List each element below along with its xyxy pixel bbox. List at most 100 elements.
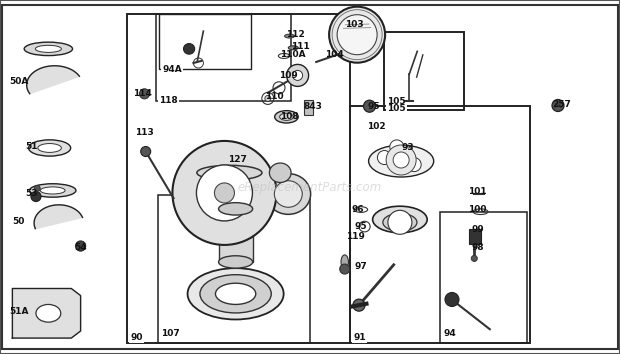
Text: 101: 101 (468, 187, 487, 196)
Text: 110A: 110A (280, 50, 306, 59)
Circle shape (353, 299, 365, 311)
Text: 102: 102 (367, 122, 386, 131)
Text: 257: 257 (552, 100, 570, 109)
Ellipse shape (269, 163, 291, 183)
Bar (159, 14, 251, 69)
Circle shape (552, 99, 564, 112)
Circle shape (471, 256, 477, 261)
Text: 96: 96 (352, 205, 364, 215)
Ellipse shape (38, 143, 61, 152)
Bar (219, 209, 253, 262)
Ellipse shape (30, 184, 76, 197)
Circle shape (34, 185, 40, 191)
Text: 94: 94 (443, 329, 456, 338)
Polygon shape (12, 289, 81, 338)
Circle shape (388, 210, 412, 234)
Ellipse shape (218, 202, 253, 215)
Text: 90: 90 (130, 333, 143, 342)
Circle shape (329, 7, 385, 63)
Text: 111: 111 (291, 41, 310, 51)
Text: 94A: 94A (162, 65, 182, 74)
Ellipse shape (280, 113, 293, 120)
Ellipse shape (36, 304, 61, 322)
Text: 113: 113 (135, 128, 154, 137)
Text: 50A: 50A (9, 77, 29, 86)
Circle shape (286, 64, 309, 86)
Text: 843: 843 (304, 102, 322, 111)
Ellipse shape (197, 165, 262, 180)
Text: 110: 110 (265, 92, 284, 101)
Ellipse shape (40, 187, 65, 194)
Circle shape (31, 192, 41, 201)
Text: 119: 119 (346, 232, 365, 241)
Text: 54: 54 (74, 243, 87, 252)
Ellipse shape (266, 174, 311, 215)
Ellipse shape (184, 44, 195, 54)
Text: 105: 105 (388, 104, 406, 113)
Ellipse shape (288, 46, 298, 50)
Circle shape (378, 150, 391, 165)
Ellipse shape (285, 34, 294, 38)
Text: 112: 112 (286, 30, 305, 39)
Text: 53: 53 (25, 189, 37, 199)
Text: 99: 99 (471, 225, 484, 234)
Polygon shape (27, 66, 79, 94)
Ellipse shape (29, 140, 71, 156)
Ellipse shape (275, 181, 303, 207)
Text: 109: 109 (279, 71, 298, 80)
Ellipse shape (341, 255, 348, 269)
Circle shape (337, 15, 377, 55)
Bar (440, 212, 527, 343)
Bar (304, 100, 313, 115)
Circle shape (265, 96, 271, 101)
Text: 97: 97 (355, 262, 368, 271)
Text: 93: 93 (402, 143, 414, 153)
Bar (469, 229, 481, 244)
Circle shape (76, 241, 86, 251)
Text: 107: 107 (161, 329, 180, 338)
Bar (384, 32, 464, 110)
Circle shape (407, 158, 421, 172)
Ellipse shape (373, 206, 427, 233)
Text: 50: 50 (12, 217, 25, 226)
Ellipse shape (24, 42, 73, 56)
Text: 98: 98 (471, 243, 484, 252)
Bar (156, 14, 291, 101)
Circle shape (215, 183, 234, 203)
Ellipse shape (187, 268, 283, 319)
Text: 51: 51 (25, 142, 37, 152)
Circle shape (363, 100, 376, 112)
Text: 91: 91 (353, 333, 366, 342)
Text: 95: 95 (367, 102, 379, 112)
Circle shape (445, 292, 459, 307)
Text: 118: 118 (159, 96, 178, 104)
Circle shape (197, 165, 252, 221)
Text: 104: 104 (325, 50, 343, 59)
Ellipse shape (383, 213, 417, 231)
Text: 103: 103 (345, 19, 363, 29)
Polygon shape (34, 205, 82, 229)
Text: 95: 95 (355, 222, 367, 232)
Ellipse shape (200, 275, 272, 313)
Circle shape (140, 89, 149, 99)
Circle shape (172, 141, 277, 245)
Ellipse shape (216, 283, 255, 304)
Text: eReplacementParts.com: eReplacementParts.com (238, 181, 382, 194)
Bar (350, 106, 530, 343)
Ellipse shape (35, 45, 61, 52)
Circle shape (340, 264, 350, 274)
Ellipse shape (368, 145, 434, 177)
Ellipse shape (218, 256, 253, 268)
Text: 127: 127 (228, 155, 247, 164)
Circle shape (390, 140, 404, 154)
Text: 105: 105 (388, 97, 406, 107)
Text: 51A: 51A (9, 307, 29, 316)
Bar (127, 14, 350, 343)
Text: 108: 108 (280, 112, 299, 121)
Circle shape (293, 70, 303, 80)
Circle shape (393, 152, 409, 168)
Text: 114: 114 (133, 89, 152, 98)
Circle shape (386, 145, 416, 175)
Ellipse shape (275, 110, 298, 123)
Text: 100: 100 (468, 205, 487, 215)
